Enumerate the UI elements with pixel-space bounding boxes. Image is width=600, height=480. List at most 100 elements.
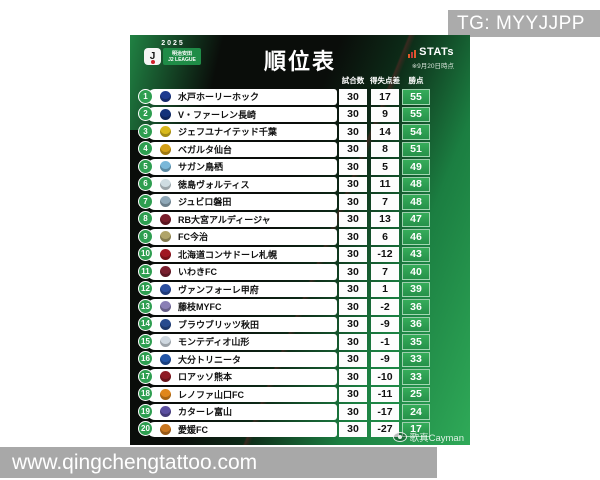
- matches-cell: 30: [339, 351, 367, 367]
- column-header-goal-diff: 得失点差: [370, 76, 400, 85]
- team-crest-icon: [160, 161, 171, 173]
- rank-badge: 5: [138, 158, 153, 174]
- goal-diff-cell: 8: [371, 141, 399, 157]
- team-pill: 大分トリニータ: [147, 351, 337, 367]
- team-crest-icon: [160, 371, 171, 383]
- points-cell: 48: [402, 194, 430, 210]
- goal-diff-cell: -9: [371, 316, 399, 332]
- table-row: 4 ベガルタ仙台 30 8 51: [130, 141, 470, 157]
- team-pill: ブラウブリッツ秋田: [147, 316, 337, 332]
- team-pill: 愛媛FC: [147, 421, 337, 437]
- team-crest-icon: [160, 388, 171, 400]
- matches-cell: 30: [339, 159, 367, 175]
- rank-badge: 13: [138, 298, 153, 314]
- team-crest-icon: [160, 318, 171, 330]
- team-name: 北海道コンサドーレ札幌: [178, 249, 278, 260]
- table-row: 8 RB大宮アルディージャ 30 13 47: [130, 211, 470, 227]
- goal-diff-cell: 13: [371, 211, 399, 227]
- table-row: 17 ロアッソ熊本 30 -10 33: [130, 368, 470, 385]
- team-name: 藤枝MYFC: [178, 302, 222, 313]
- matches-cell: 30: [339, 334, 367, 350]
- table-row: 5 サガン鳥栖 30 5 49: [130, 158, 470, 175]
- table-row: 20 愛媛FC 30 -27 17: [130, 421, 470, 437]
- team-pill: ジェフユナイテッド千葉: [147, 124, 337, 140]
- goal-diff-cell: 1: [371, 281, 399, 297]
- table-row: 3 ジェフユナイテッド千葉 30 14 54: [130, 123, 470, 140]
- table-row: 12 ヴァンフォーレ甲府 30 1 39: [130, 281, 470, 297]
- rank-badge: 2: [138, 106, 153, 121]
- team-crest-icon: [160, 266, 171, 278]
- team-crest-icon: [160, 108, 171, 120]
- standings-rows: 1 水戸ホーリーホック 30 17 55 2 V・ファーレン長崎 30 9 55…: [130, 88, 470, 437]
- goal-diff-cell: -11: [371, 386, 399, 402]
- team-crest-icon: [160, 423, 171, 435]
- page-title: 順位表: [263, 49, 336, 74]
- table-row: 11 いわきFC 30 7 40: [130, 263, 470, 280]
- matches-cell: 30: [339, 124, 367, 140]
- team-name: カターレ富山: [178, 407, 233, 418]
- team-name: モンテディオ山形: [178, 337, 250, 348]
- team-crest-icon: [160, 178, 171, 190]
- rank-badge: 12: [138, 281, 153, 296]
- table-row: 14 ブラウブリッツ秋田 30 -9 36: [130, 316, 470, 332]
- rank-badge: 7: [138, 193, 153, 209]
- matches-cell: 30: [339, 229, 367, 245]
- goal-diff-cell: -27: [371, 421, 399, 437]
- matches-cell: 30: [339, 369, 367, 385]
- points-cell: 33: [402, 369, 430, 385]
- team-name: レノファ山口FC: [178, 389, 244, 400]
- rank-badge: 14: [138, 316, 153, 331]
- team-pill: ベガルタ仙台: [147, 141, 337, 157]
- team-pill: サガン鳥栖: [147, 159, 337, 175]
- goal-diff-cell: 11: [371, 176, 399, 192]
- matches-cell: 30: [339, 299, 367, 315]
- table-row: 16 大分トリニータ 30 -9 33: [130, 351, 470, 367]
- team-pill: いわきFC: [147, 264, 337, 280]
- team-name: ジュビロ磐田: [178, 197, 232, 208]
- matches-cell: 30: [339, 211, 367, 227]
- team-pill: モンテディオ山形: [147, 334, 337, 350]
- team-name: いわきFC: [178, 267, 217, 278]
- team-name: FC今治: [178, 232, 208, 243]
- matches-cell: 30: [339, 281, 367, 297]
- points-cell: 24: [402, 404, 430, 420]
- site-watermark: www.qingchengtattoo.com: [0, 447, 437, 478]
- team-crest-icon: [160, 126, 171, 138]
- column-header-points: 勝点: [408, 76, 424, 85]
- points-cell: 46: [402, 229, 430, 245]
- rank-badge: 9: [138, 228, 153, 244]
- goal-diff-cell: 7: [371, 194, 399, 210]
- points-cell: 36: [402, 316, 430, 332]
- team-pill: 藤枝MYFC: [147, 299, 337, 315]
- team-name: ヴァンフォーレ甲府: [178, 284, 259, 295]
- matches-cell: 30: [339, 316, 367, 332]
- team-crest-icon: [160, 91, 171, 103]
- column-header-matches: 試合数: [341, 76, 365, 85]
- team-name: 大分トリニータ: [178, 354, 242, 365]
- table-row: 9 FC今治 30 6 46: [130, 228, 470, 245]
- column-headers: 試合数 得失点差 勝点: [130, 75, 470, 87]
- team-pill: FC今治: [147, 229, 337, 245]
- points-cell: 36: [402, 299, 430, 315]
- team-name: V・ファーレン長崎: [178, 109, 257, 120]
- team-crest-icon: [160, 283, 171, 295]
- team-name: サガン鳥栖: [178, 162, 224, 173]
- table-row: 10 北海道コンサドーレ札幌 30 -12 43: [130, 246, 470, 262]
- matches-cell: 30: [339, 89, 367, 105]
- bar-chart-icon: [408, 50, 417, 58]
- team-crest-icon: [160, 213, 171, 225]
- points-cell: 25: [402, 386, 430, 402]
- goal-diff-cell: 17: [371, 89, 399, 105]
- team-pill: V・ファーレン長崎: [147, 106, 337, 122]
- points-cell: 39: [402, 281, 430, 297]
- table-row: 6 徳島ヴォルティス 30 11 48: [130, 176, 470, 192]
- table-row: 7 ジュビロ磐田 30 7 48: [130, 193, 470, 210]
- table-row: 15 モンテディオ山形 30 -1 35: [130, 333, 470, 350]
- points-cell: 40: [402, 264, 430, 280]
- table-row: 13 藤枝MYFC 30 -2 36: [130, 298, 470, 315]
- team-name: ジェフユナイテッド千葉: [178, 127, 277, 138]
- points-cell: 48: [402, 176, 430, 192]
- goal-diff-cell: -2: [371, 299, 399, 315]
- goal-diff-cell: -12: [371, 246, 399, 262]
- table-row: 1 水戸ホーリーホック 30 17 55: [130, 88, 470, 105]
